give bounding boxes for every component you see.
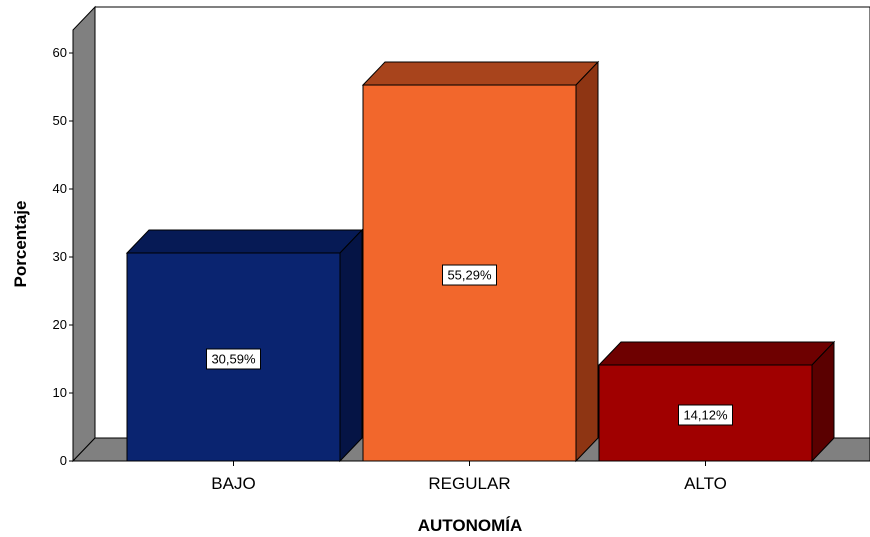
chart-left-wall [72,5,96,463]
x-tick-label: BAJO [211,474,255,493]
y-tick-label: 10 [53,385,67,400]
bar-regular: 55,29% [361,60,600,463]
data-label-box [678,404,733,426]
y-tick-label: 60 [53,45,67,60]
y-tick-label: 0 [60,453,67,468]
x-tick-label: REGULAR [428,474,510,493]
y-tick-label: 20 [53,317,67,332]
data-label-box [206,348,261,370]
bar-series: 30,59% 55,29% 14,12% [125,60,836,463]
bar-top-face [597,341,836,366]
data-label: 55,29% [447,268,492,283]
bar-bajo: 30,59% [125,228,364,463]
data-label-box [442,264,497,286]
data-label: 14,12% [683,407,728,422]
data-label: 30,59% [211,351,256,366]
x-tick-label: ALTO [684,474,727,493]
y-tick-label: 30 [53,249,67,264]
y-axis-title: Porcentaje [11,201,30,288]
x-axis: BAJO REGULAR ALTO [211,461,727,493]
bar-top-face [361,61,600,86]
x-axis-title: AUTONOMÍA [418,516,523,535]
bar-alto: 14,12% [597,340,836,463]
y-tick-label: 40 [53,181,67,196]
y-axis: 0 10 20 30 40 50 60 [53,45,73,468]
bar-side-face [575,60,599,463]
y-tick-label: 50 [53,113,67,128]
bar-side-face [339,228,363,463]
bar-top-face [125,229,364,254]
